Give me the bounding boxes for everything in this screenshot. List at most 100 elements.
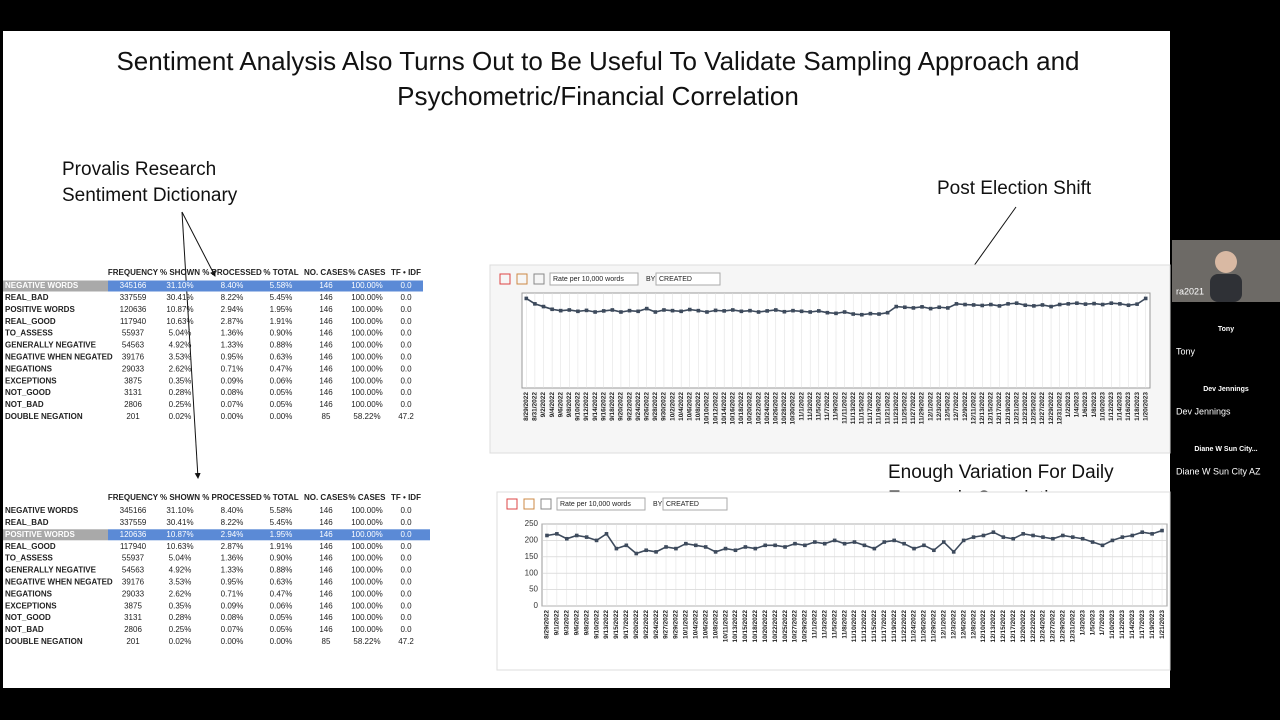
cell: 5.45% [270, 518, 293, 527]
dropdown [549, 272, 639, 286]
cell: 0.90% [270, 329, 293, 338]
x-tick-label: 11/24/2022 [911, 610, 918, 643]
cell: 0.28% [169, 613, 192, 622]
x-tick-label: 11/8/2022 [841, 610, 848, 639]
x-tick-label: 11/19/2022 [876, 392, 883, 425]
cell: 100.00% [351, 601, 383, 610]
cell: 0.0 [400, 376, 412, 385]
cell: 0.95% [221, 353, 244, 362]
cell: 146 [319, 625, 333, 634]
x-tick-label: 11/26/2022 [921, 610, 928, 643]
data-point [1075, 301, 1079, 305]
cell: 100.00% [351, 518, 383, 527]
x-tick-label: 9/20/2022 [618, 392, 625, 421]
cell: 2.87% [221, 542, 244, 551]
cell: 146 [319, 554, 333, 563]
data-point [783, 545, 787, 549]
x-tick-label: 12/5/2022 [945, 392, 952, 421]
data-point [832, 538, 837, 543]
x-tick-label: 12/31/2022 [1056, 392, 1063, 425]
column-header: % TOTAL [263, 493, 298, 502]
dropdown [556, 497, 646, 511]
data-point [664, 545, 668, 549]
cell: 0.28% [169, 388, 192, 397]
data-point [703, 545, 708, 549]
row-name: REAL_BAD [5, 518, 49, 527]
x-tick-label: 12/25/2022 [1031, 392, 1038, 425]
data-point [1150, 532, 1154, 536]
cell: 146 [319, 530, 333, 539]
data-point [981, 533, 986, 538]
x-tick-label: 11/11/2022 [841, 392, 848, 424]
x-tick-label: 1/8/2023 [1091, 392, 1098, 418]
cell: 1.95% [270, 530, 293, 539]
slide-title: Sentiment Analysis Also Turns Out to Be … [116, 46, 1079, 76]
x-tick-label: 12/19/2022 [1005, 392, 1012, 425]
cell: 0.0 [400, 589, 412, 598]
data-point [1031, 533, 1035, 538]
y-tick-label: 50 [529, 585, 538, 594]
row-highlight [108, 529, 430, 541]
data-point [624, 543, 629, 548]
column-header: % PROCESSED [202, 493, 262, 502]
x-tick-label: 1/2/2023 [1065, 392, 1072, 418]
row-name: NEGATIONS [5, 364, 53, 373]
data-point [574, 533, 579, 538]
cell: 120636 [120, 305, 147, 314]
cell: 10.63% [166, 317, 193, 326]
dropdown-value: Rate per 10,000 words [560, 501, 631, 508]
toolbar-icon [499, 273, 511, 285]
row-name: EXCEPTIONS [5, 376, 57, 385]
x-tick-label: 1/14/2023 [1129, 610, 1136, 639]
data-point [1140, 530, 1144, 534]
x-tick-label: 10/25/2022 [782, 610, 789, 643]
row-name: NOT_GOOD [5, 613, 51, 622]
x-tick-label: 10/20/2022 [762, 610, 769, 643]
row-name: REAL_BAD [5, 293, 49, 302]
x-tick-label: 11/27/2022 [910, 392, 917, 425]
x-tick-label: 12/11/2022 [970, 392, 977, 425]
x-tick-label: 11/22/2022 [901, 610, 908, 643]
x-tick-label: 11/17/2022 [881, 610, 888, 643]
x-tick-label: 1/16/2023 [1125, 392, 1132, 421]
x-tick-label: 11/25/2022 [902, 392, 909, 425]
x-tick-label: 10/29/2022 [802, 610, 809, 643]
toolbar-icon [540, 498, 552, 510]
data-point [997, 304, 1002, 308]
x-tick-label: 10/28/2022 [781, 392, 788, 425]
data-point [808, 310, 812, 314]
cell: 0.35% [169, 601, 192, 610]
row-name: GENERALLY NEGATIVE [5, 566, 97, 575]
cell: 58.22% [353, 412, 380, 421]
data-point [911, 306, 916, 310]
data-point [813, 540, 817, 544]
x-tick-label: 9/14/2022 [592, 392, 599, 421]
x-tick-label: 9/22/2022 [626, 392, 633, 421]
data-point [567, 308, 572, 312]
data-point [541, 304, 546, 309]
column-header: % CASES [349, 493, 387, 502]
data-point [951, 550, 956, 554]
cell: 0.0 [400, 317, 412, 326]
cell: 0.05% [270, 388, 293, 397]
data-point [1120, 535, 1125, 539]
data-point [610, 308, 615, 312]
row-name: NOT_BAD [5, 625, 44, 634]
data-point [576, 309, 580, 314]
cell: 100.00% [351, 293, 383, 302]
data-point [1041, 535, 1045, 539]
x-tick-label: 11/10/2022 [851, 610, 858, 643]
data-point [825, 310, 830, 315]
x-tick-label: 10/4/2022 [678, 392, 685, 421]
cell: 2.62% [169, 589, 192, 598]
data-point [1118, 302, 1122, 306]
x-tick-label: 12/1/2022 [927, 392, 934, 421]
data-point [793, 541, 797, 546]
x-tick-label: 10/20/2022 [747, 392, 754, 425]
data-point [971, 303, 976, 307]
data-point [674, 546, 678, 551]
x-tick-label: 9/3/2022 [564, 610, 571, 636]
x-tick-label: 12/27/2022 [1050, 610, 1057, 643]
cell: 345166 [120, 506, 147, 515]
cell: 0.08% [221, 613, 244, 622]
